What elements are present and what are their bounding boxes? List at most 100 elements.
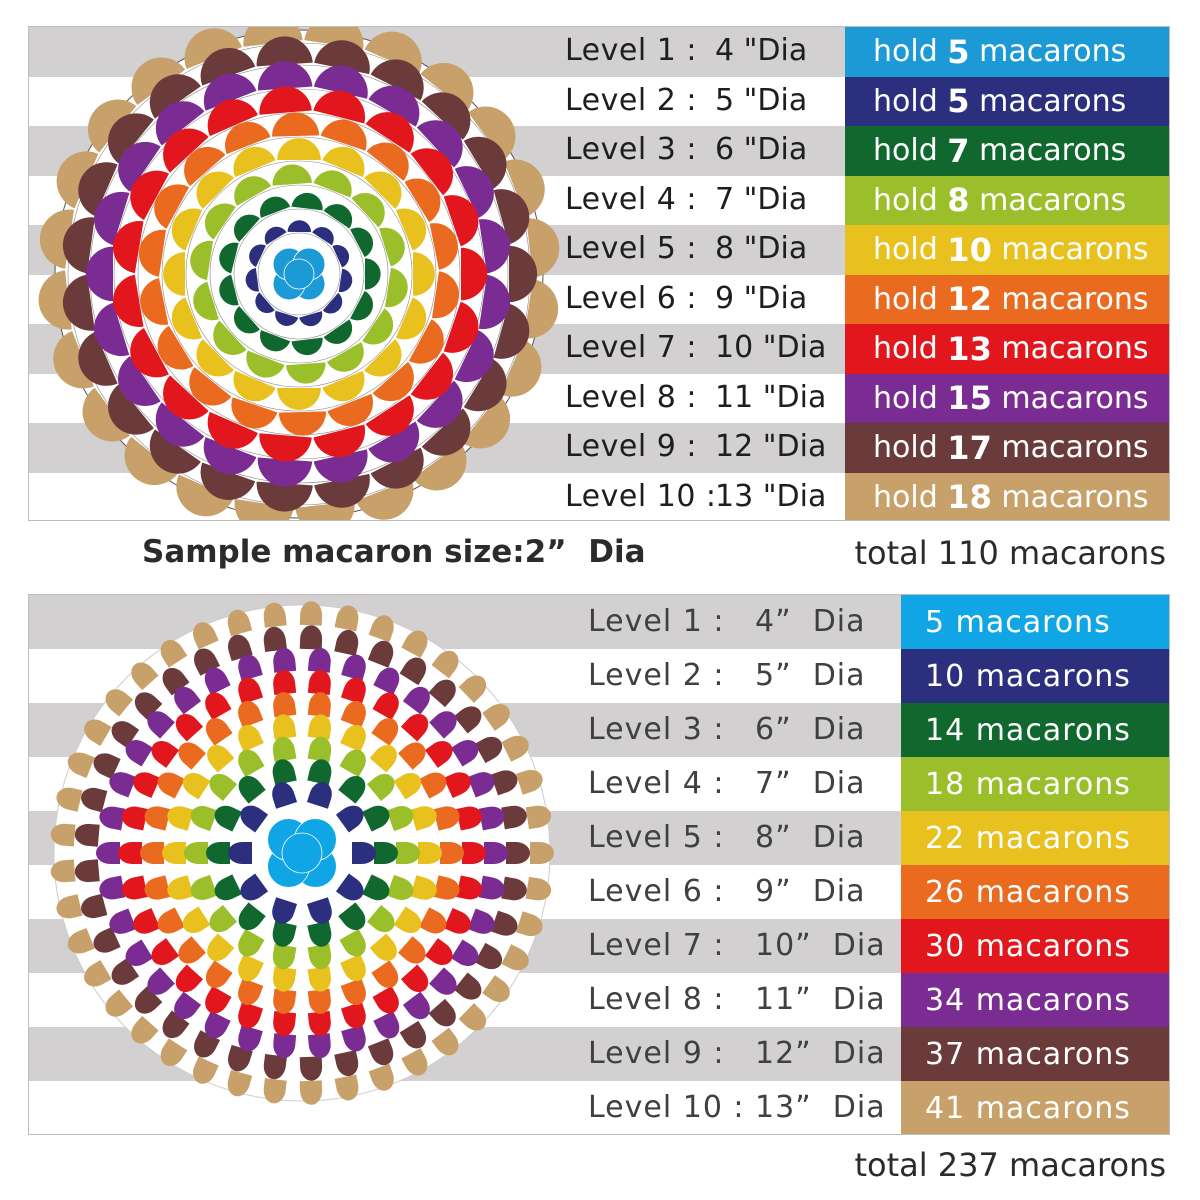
macaron-mark [482,975,510,1002]
macaron-mark [219,242,239,274]
macaron-mark [369,933,397,961]
unit-text: macarons [969,83,1127,119]
macaron-mark [523,279,559,339]
macaron-mark [99,875,126,900]
macaron-mark [287,220,312,233]
table-row: Level 6 : 9 "Dia hold 12 macarons [29,274,1169,324]
macaron-mark [178,742,206,770]
macaron-mark [364,171,402,209]
capacity-badge: hold 8 macarons [845,175,1169,225]
macaron-mark [291,337,323,356]
macaron-mark [482,704,510,731]
macaron-mark [93,302,130,357]
macaron-mark [184,28,243,69]
macaron-mark [190,874,218,900]
macaron-mark [259,196,291,218]
macaron-mark [162,667,190,696]
macaron-mark [501,735,529,762]
capacity-badge: hold 7 macarons [845,126,1169,176]
macaron-mark [155,101,205,146]
macaron-mark [227,609,253,637]
macaron-mark [458,675,487,703]
diameter-label: 5” Dia [755,658,866,693]
macaron-mark [366,142,409,181]
macaron-mark [424,938,453,965]
macaron-mark [525,876,552,901]
diameter-label: 12 "Dia [715,429,827,464]
macaron-mark [283,258,315,290]
macaron-mark [264,226,287,245]
macaron-mark [431,1027,459,1056]
macaron-mark [314,473,370,508]
hold-text: hold [873,232,948,268]
macaron-mark [504,159,545,218]
macaron-mark [182,772,211,800]
macaron-mark [263,602,287,628]
macaron-mark [462,842,486,864]
macaron-mark [275,310,299,326]
hold-text: hold [873,83,948,119]
macaron-mark [525,805,552,830]
macaron-mark [396,842,420,864]
ring-level-9 [74,625,530,1081]
macaron-mark [190,806,218,832]
macaron-mark [350,227,374,258]
macaron-mark [84,960,112,987]
capacity-badge: 26 macarons [901,865,1169,919]
macaron-mark [109,772,137,798]
macaron-mark [238,677,264,705]
macaron-mark [108,384,154,435]
macaron-mark [67,752,95,778]
macaron-mark [368,85,420,127]
macaron-mark [362,308,394,345]
level-label: Level 10 : [565,478,717,514]
macaron-mark [454,166,494,218]
level-label: Level 6 : [588,874,725,909]
table-row: Level 2 : 5” Dia 10 macarons [29,649,1169,703]
macaron-mark [385,267,408,308]
table-row: Level 1 : 4 "Dia hold 5 macarons [29,27,1169,77]
macaron-mark [118,141,161,192]
macaron-mark [428,998,456,1027]
macaron-mark [189,367,232,406]
macaron-mark [351,193,385,228]
macaron-mark [238,928,265,957]
table-row: Level 3 : 6” Dia 14 macarons [29,703,1169,757]
macaron-mark [206,842,230,864]
diameter-label: 9” Dia [755,874,866,909]
macaron-mark [238,953,264,982]
macaron-mark [419,907,447,934]
macaron-mark [313,424,365,458]
macaron-mark [374,842,398,864]
macaron-mark [338,775,366,804]
macaron-mark [365,395,414,436]
macaron-count-label: 26 macarons [925,874,1131,910]
macaron-mark [131,1015,159,1044]
macaron-mark [299,625,323,650]
macaron-mark [213,320,247,355]
macaron-mark [162,842,186,864]
macaron-mark [327,393,373,427]
level-label: Level 6 : [565,280,697,316]
macaron-mark [87,99,137,153]
macaron-mark [131,662,159,691]
macaron-mark [196,171,234,209]
macaron-mark [340,978,366,1006]
level-label: Level 4 : [565,181,697,217]
macaron-mark [402,991,430,1020]
macaron-mark [121,806,148,831]
hold-text: hold [873,380,948,416]
table-row: Level 9 : 12” Dia 37 macarons [29,1027,1169,1081]
level-label: Level 5 : [565,231,697,266]
table-row: Level 5 : 8” Dia 22 macarons [29,811,1169,865]
macaron-mark [130,328,169,378]
capacity-badge: 22 macarons [901,811,1169,865]
macaron-mark [163,128,209,173]
macaron-mark [272,920,297,947]
macaron-mark [225,121,271,155]
macaron-mark [313,90,365,124]
stand-2-total: total 237 macarons [854,1146,1166,1184]
level-label: Level 4 : [588,766,725,801]
table-row: Level 3 : 6 "Dia hold 7 macarons [29,126,1169,176]
macaron-mark [209,773,238,802]
